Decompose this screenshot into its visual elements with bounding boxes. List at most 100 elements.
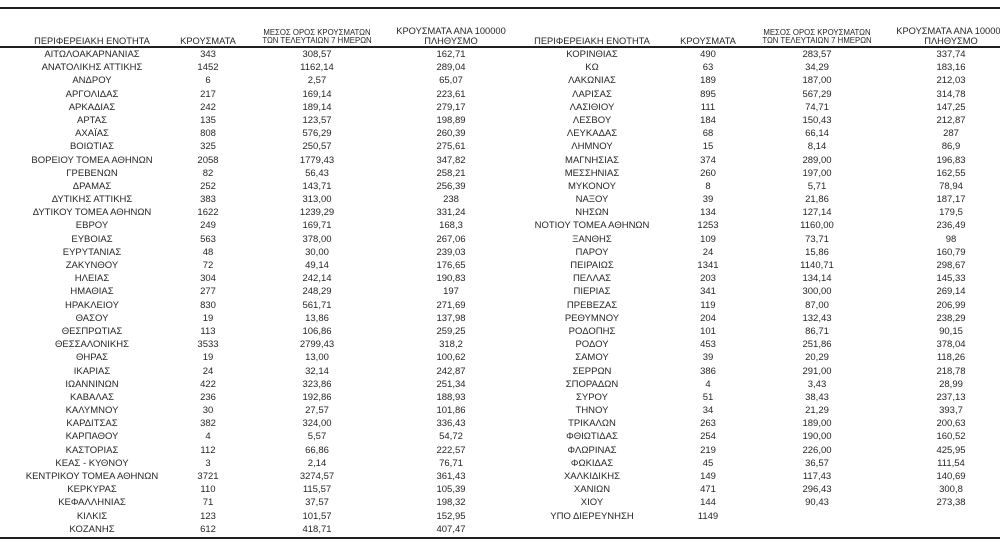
region-cell: ΑΝΔΡΟΥ bbox=[72, 75, 112, 87]
cases-cell: 3721 bbox=[197, 471, 219, 482]
cases-cell: 135 bbox=[200, 114, 216, 126]
per100k-cell: 212,87 bbox=[936, 114, 966, 126]
per100k-cell: 238,29 bbox=[936, 312, 966, 324]
per100k-cell: 267,06 bbox=[436, 233, 466, 245]
region-cell: ΖΑΚΥΝΘΟΥ bbox=[65, 260, 119, 271]
table-row: ΘΕΣΣΑΛΟΝΙΚΗΣ 3533 2799,43 318,2 bbox=[0, 338, 500, 351]
table-row: ΕΒΡΟΥ 249 169,71 168,3 bbox=[0, 219, 500, 232]
table-row: ΚΕΦΑΛΛΗΝΙΑΣ 71 37,57 198,32 bbox=[0, 496, 500, 509]
avg7-cell: 313,00 bbox=[302, 194, 332, 206]
cases-cell: 51 bbox=[702, 391, 714, 403]
per100k-cell: 236,49 bbox=[936, 220, 966, 232]
table-row: ΘΕΣΠΡΩΤΙΑΣ 113 106,86 259,25 bbox=[0, 325, 500, 338]
region-cell: ΡΟΔΟΥ bbox=[575, 339, 609, 351]
region-cell: ΚΑΡΔΙΤΣΑΣ bbox=[66, 418, 118, 430]
table-body-left: ΑΙΤΩΛΟΑΚΑΡΝΑΝΙΑΣ 343 308,57 162,71 ΑΝΑΤΟΛΙΚΗ… bbox=[0, 48, 500, 536]
region-cell: ΜΕΣΣΗΝΙΑΣ bbox=[564, 167, 620, 179]
table-row: ΗΡΑΚΛΕΙΟΥ 830 561,71 271,69 bbox=[0, 299, 500, 312]
per100k-cell: 176,65 bbox=[436, 260, 466, 271]
cases-cell: 830 bbox=[200, 299, 216, 311]
table-row: ΙΩΑΝΝΙΝΩΝ 422 323,86 251,34 bbox=[0, 378, 500, 391]
avg7-cell: 30,00 bbox=[305, 246, 329, 258]
top-rule bbox=[0, 7, 1000, 9]
region-cell: ΑΝΑΤΟΛΙΚΗΣ ΑΤΤΙΚΗΣ bbox=[41, 62, 143, 74]
avg7-cell: 127,14 bbox=[802, 207, 832, 219]
cases-cell: 325 bbox=[200, 141, 216, 153]
per100k-cell: 258,21 bbox=[436, 167, 466, 179]
region-cell: ΘΑΣΟΥ bbox=[75, 312, 109, 324]
col-header-region: ΠΕΡΙΦΕΡΕΙΑΚΗ ΕΝΟΤΗΤΑ bbox=[534, 36, 650, 46]
table-row: ΣΑΜΟΥ 39 20,29 118,26 bbox=[500, 351, 1000, 364]
avg7-cell: 1239,29 bbox=[299, 207, 335, 219]
avg7-cell: 291,00 bbox=[802, 365, 832, 377]
table-row: ΝΗΣΩΝ 134 127,14 179,5 bbox=[500, 206, 1000, 219]
cases-cell: 304 bbox=[200, 273, 216, 285]
region-cell: ΠΑΡΟΥ bbox=[575, 246, 609, 258]
per100k-cell: 289,04 bbox=[436, 62, 466, 74]
per100k-cell: 168,3 bbox=[439, 220, 463, 232]
per100k-cell: 237,13 bbox=[936, 391, 966, 403]
cases-cell: 895 bbox=[700, 88, 716, 100]
cases-cell: 15 bbox=[702, 141, 714, 153]
table-row: ΠΙΕΡΙΑΣ 341 300,00 269,14 bbox=[500, 285, 1000, 298]
table-row: ΡΟΔΟΥ 453 251,86 378,04 bbox=[500, 338, 1000, 351]
avg7-cell: 21,86 bbox=[805, 194, 829, 206]
table-row: ΔΥΤΙΚΗΣ ΑΤΤΙΚΗΣ 383 313,00 238 bbox=[0, 193, 500, 206]
per100k-cell: 187,17 bbox=[936, 194, 966, 206]
cases-cell: 252 bbox=[200, 180, 216, 192]
avg7-cell: 2,14 bbox=[307, 457, 327, 469]
region-cell: ΔΥΤΙΚΟΥ ΤΟΜΕΑ ΑΘΗΝΩΝ bbox=[32, 207, 152, 219]
per100k-cell: 196,83 bbox=[936, 154, 966, 166]
avg7-cell: 1140,71 bbox=[800, 260, 834, 271]
per100k-cell: 78,94 bbox=[939, 180, 963, 192]
table-row: ΑΝΑΤΟΛΙΚΗΣ ΑΤΤΙΚΗΣ 1452 1162,14 289,04 bbox=[0, 61, 500, 74]
per100k-cell: 256,39 bbox=[436, 180, 466, 192]
table-row: ΚΕΝΤΡΙΚΟΥ ΤΟΜΕΑ ΑΘΗΝΩΝ 3721 3274,57 361,43 bbox=[0, 470, 500, 483]
table-row: ΚΑΡΠΑΘΟΥ 4 5,57 54,72 bbox=[0, 430, 500, 443]
col-header-avg7-line2: ΤΩΝ ΤΕΛΕΥΤΑΙΩΝ 7 ΗΜΕΡΩΝ bbox=[262, 36, 372, 46]
cases-cell: 63 bbox=[702, 62, 714, 74]
per100k-cell: 393,7 bbox=[939, 405, 963, 417]
region-cell: ΕΒΡΟΥ bbox=[75, 220, 109, 232]
col-header-avg7-line1: ΜΕΣΟΣ ΟΡΟΣ ΚΡΟΥΣΜΑΤΩΝ bbox=[763, 27, 871, 37]
avg7-cell: 90,43 bbox=[805, 497, 829, 509]
avg7-cell: 13,86 bbox=[305, 312, 329, 324]
per100k-cell: 101,86 bbox=[436, 405, 466, 417]
avg7-cell: 226,00 bbox=[802, 444, 832, 456]
region-cell: ΚΟΖΑΝΗΣ bbox=[69, 523, 115, 535]
region-cell: ΚΑΛΥΜΝΟΥ bbox=[65, 405, 119, 417]
avg7-cell: 189,00 bbox=[802, 418, 832, 430]
region-cell: ΞΑΝΘΗΣ bbox=[572, 233, 612, 245]
col-header-cases: ΚΡΟΥΣΜΑΤΑ bbox=[680, 36, 736, 46]
avg7-cell: 197,00 bbox=[802, 167, 832, 179]
table-row: ΤΗΝΟΥ 34 21,29 393,7 bbox=[500, 404, 1000, 417]
table-row: ΑΧΑΪΑΣ 808 576,29 260,39 bbox=[0, 127, 500, 140]
region-cell: ΘΕΣΣΑΛΟΝΙΚΗΣ bbox=[55, 339, 129, 351]
table-row: ΚΑΛΥΜΝΟΥ 30 27,57 101,86 bbox=[0, 404, 500, 417]
avg7-cell: 56,43 bbox=[305, 167, 329, 179]
per100k-cell: 90,15 bbox=[939, 325, 963, 337]
avg7-cell: 38,43 bbox=[805, 391, 829, 403]
region-cell: ΡΟΔΟΠΗΣ bbox=[568, 325, 616, 337]
region-cell: ΚΩ bbox=[585, 62, 599, 74]
table-row: ΚΟΡΙΝΘΙΑΣ 490 283,57 337,74 bbox=[500, 48, 1000, 61]
region-cell: ΚΕΡΚΥΡΑΣ bbox=[67, 484, 117, 496]
cases-cell: 144 bbox=[700, 497, 716, 509]
avg7-cell: 73,71 bbox=[805, 233, 829, 245]
region-cell: ΛΑΚΩΝΙΑΣ bbox=[568, 75, 616, 87]
region-cell: ΠΙΕΡΙΑΣ bbox=[573, 286, 611, 298]
per100k-cell: 259,25 bbox=[436, 325, 466, 337]
avg7-cell: 250,57 bbox=[302, 141, 332, 153]
region-cell: ΗΡΑΚΛΕΙΟΥ bbox=[65, 299, 119, 311]
cases-table-left: ΠΕΡΙΦΕΡΕΙΑΚΗ ΕΝΟΤΗΤΑ ΚΡΟΥΣΜΑΤΑ ΜΕΣΟΣ ΟΡΟ… bbox=[0, 8, 506, 536]
table-row: ΣΠΟΡΑΔΩΝ 4 3,43 28,99 bbox=[500, 378, 1000, 391]
avg7-cell: 324,00 bbox=[302, 418, 332, 430]
per100k-cell: 300,8 bbox=[939, 484, 963, 496]
cases-cell: 374 bbox=[700, 154, 716, 166]
region-cell: ΚΑΡΠΑΘΟΥ bbox=[65, 431, 119, 443]
per100k-cell: 76,71 bbox=[439, 457, 463, 469]
region-cell: ΤΡΙΚΑΛΩΝ bbox=[568, 418, 616, 430]
per100k-cell: 238 bbox=[443, 194, 459, 206]
region-cell: ΧΙΟΥ bbox=[580, 497, 604, 509]
avg7-cell: 296,43 bbox=[802, 484, 832, 496]
